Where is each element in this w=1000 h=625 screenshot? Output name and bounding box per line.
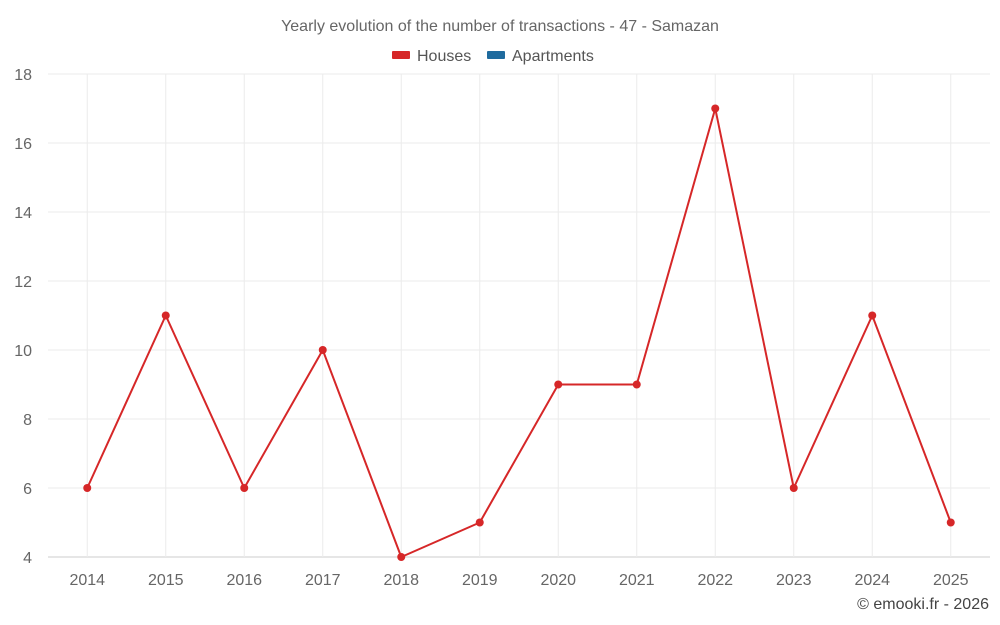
credit-text: © emooki.fr - 2026	[857, 596, 989, 613]
grid	[48, 73, 990, 558]
y-tick-label: 10	[14, 343, 32, 360]
data-point[interactable]	[161, 311, 170, 320]
x-tick-label: 2015	[148, 572, 184, 589]
x-tick-label: 2024	[854, 572, 890, 589]
y-axis: 4 6 8 10 12 14 16 18	[14, 67, 32, 567]
y-tick-label: 14	[14, 205, 32, 222]
y-tick-label: 4	[23, 550, 32, 567]
data-point[interactable]	[868, 311, 877, 320]
legend-item-apartments[interactable]: Apartments	[487, 48, 594, 65]
data-point[interactable]	[397, 553, 406, 561]
legend-label-houses: Houses	[417, 48, 471, 65]
x-axis: 2014 2015 2016 2017 2018 2019 2020 2021 2022 2023…	[69, 572, 968, 589]
data-point[interactable]	[946, 518, 955, 527]
y-tick-label: 12	[14, 274, 32, 291]
x-tick-label: 2025	[933, 572, 969, 589]
x-tick-label: 2019	[462, 572, 498, 589]
data-point[interactable]	[240, 484, 249, 492]
data-point[interactable]	[632, 380, 641, 389]
y-tick-label: 6	[23, 481, 32, 498]
x-tick-label: 2017	[305, 572, 341, 589]
data-point[interactable]	[475, 518, 484, 527]
legend-label-apartments: Apartments	[512, 48, 594, 65]
x-tick-label: 2016	[226, 572, 262, 589]
x-tick-label: 2022	[697, 572, 733, 589]
data-point[interactable]	[789, 484, 798, 492]
x-tick-label: 2014	[69, 572, 105, 589]
legend-item-houses[interactable]: Houses	[392, 48, 471, 65]
y-tick-label: 16	[14, 136, 32, 153]
series-houses	[83, 104, 955, 561]
data-point[interactable]	[318, 346, 327, 354]
series-line-houses	[86, 107, 952, 558]
x-tick-label: 2018	[383, 572, 419, 589]
legend-swatch-houses	[392, 51, 410, 59]
chart-title: Yearly evolution of the number of transa…	[281, 18, 719, 35]
y-tick-label: 8	[23, 412, 32, 429]
legend-swatch-apartments	[487, 51, 505, 59]
x-tick-label: 2020	[540, 572, 576, 589]
data-point[interactable]	[711, 104, 720, 113]
data-point[interactable]	[554, 380, 563, 389]
data-point[interactable]	[83, 484, 92, 492]
legend: Houses Apartments	[392, 48, 594, 65]
y-tick-label: 18	[14, 67, 32, 84]
x-tick-label: 2021	[619, 572, 655, 589]
x-tick-label: 2023	[776, 572, 812, 589]
